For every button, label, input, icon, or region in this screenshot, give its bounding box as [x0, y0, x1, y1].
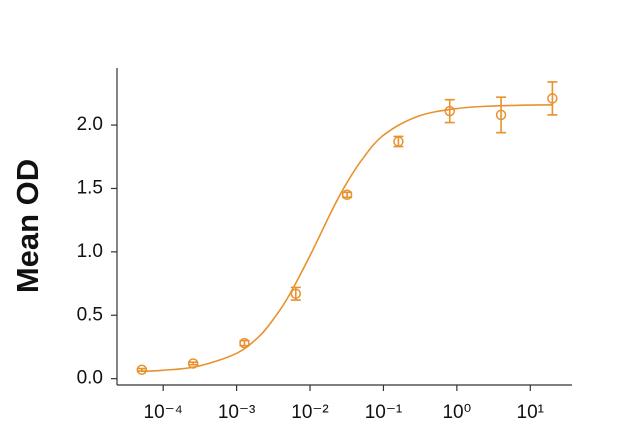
x-tick-label: 10⁻⁴ [144, 402, 183, 423]
y-tick-label: 0.0 [77, 368, 103, 389]
error-bar [547, 81, 558, 116]
x-tick-label: 10⁰ [442, 402, 471, 423]
error-bar [188, 361, 199, 366]
x-tick-label: 10⁻¹ [365, 402, 403, 423]
x-tick-label: 10⁻³ [218, 402, 256, 423]
x-tick-label: 10⁻² [291, 402, 329, 423]
data-point [341, 189, 353, 201]
data-point [547, 93, 558, 104]
y-tick-label: 2.0 [77, 114, 103, 135]
error-bar [136, 367, 147, 372]
y-tick-label: 1.0 [77, 241, 103, 262]
data-point [290, 288, 302, 299]
y-axis-label: Mean OD [10, 159, 45, 293]
data-point [239, 337, 250, 349]
y-tick-label: 1.5 [77, 177, 103, 198]
data-point [495, 109, 507, 121]
fit-curve [141, 103, 553, 373]
data-point [187, 358, 199, 369]
data-point [444, 105, 455, 117]
data-point [393, 136, 404, 147]
error-bar [496, 96, 507, 134]
error-bar [444, 98, 455, 124]
data-point [136, 364, 148, 376]
y-tick-label: 0.5 [77, 304, 103, 325]
x-tick-label: 10¹ [517, 402, 544, 423]
